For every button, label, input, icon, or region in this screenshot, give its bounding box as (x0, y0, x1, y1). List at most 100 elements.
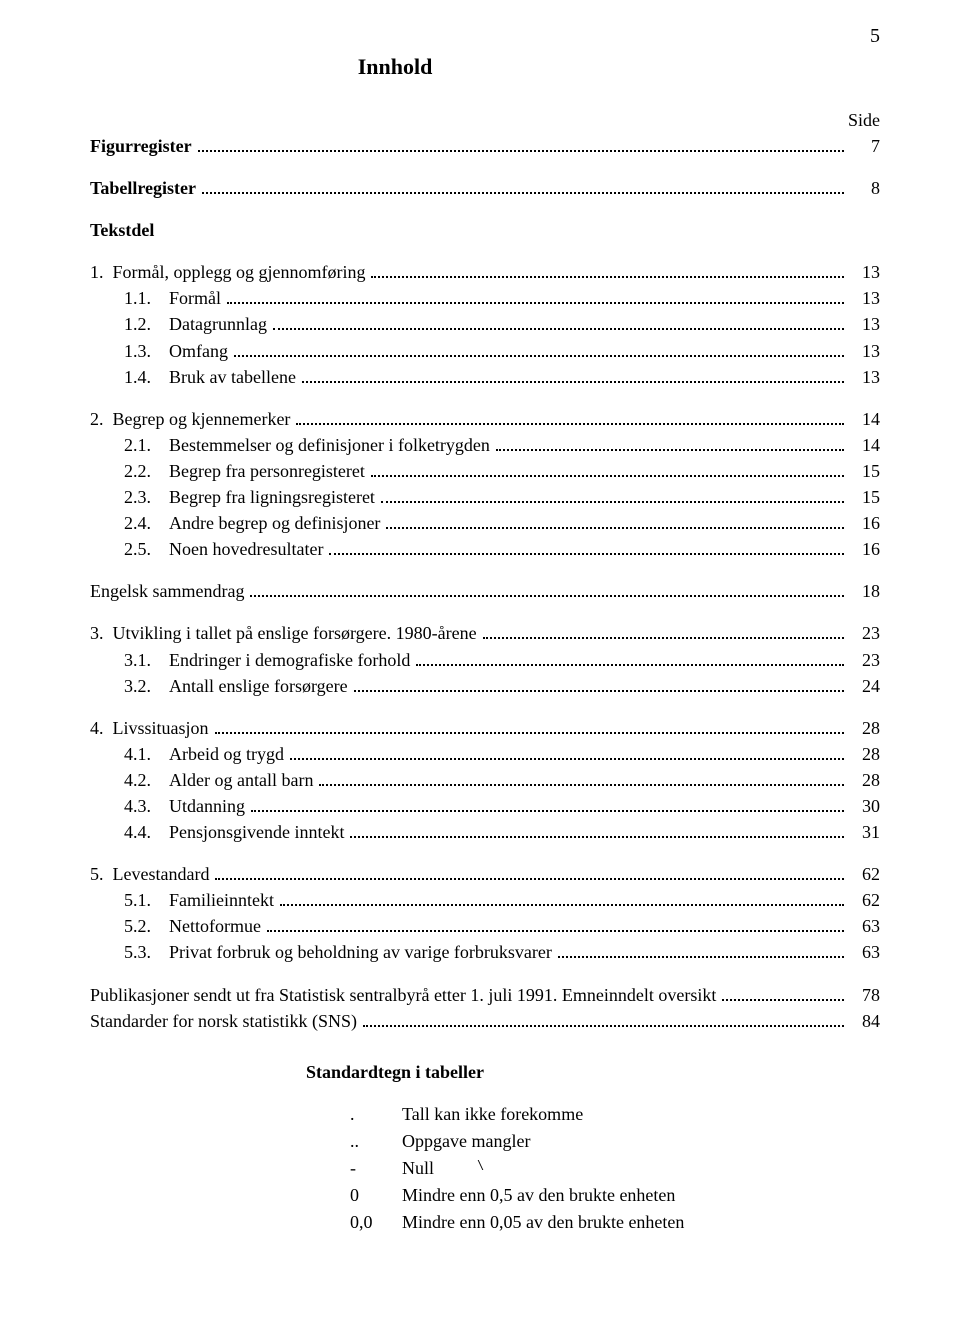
toc-row: 2. Begrep og kjennemerker14 (90, 406, 880, 432)
toc-dot-leader (496, 449, 844, 451)
toc-dot-leader (198, 150, 844, 152)
legend-symbol: 0,0 (350, 1209, 402, 1236)
toc-entry-number: 3. (90, 620, 113, 646)
toc-entry-number: 2.3. (90, 484, 169, 510)
toc-dot-leader (202, 192, 844, 194)
toc-gap (90, 201, 880, 217)
toc-dot-leader (386, 527, 844, 529)
toc-entry-number: 3.2. (90, 673, 169, 699)
legend-row: 0,0Mindre enn 0,05 av den brukte enheten (350, 1209, 880, 1236)
toc-row: 2.4. Andre begrep og definisjoner16 (90, 510, 880, 536)
toc-gap (90, 390, 880, 406)
toc-row: 2.5. Noen hovedresultater16 (90, 536, 880, 562)
toc-gap (90, 604, 880, 620)
toc-dot-leader (267, 930, 844, 932)
legend-symbol: 0 (350, 1182, 402, 1209)
toc-entry-page: 31 (850, 819, 880, 845)
toc-gap (90, 562, 880, 578)
toc-entry-label: Figurregister (90, 133, 192, 159)
toc-dot-leader (273, 328, 844, 330)
toc-dot-leader (722, 999, 844, 1001)
toc-entry-page: 63 (850, 913, 880, 939)
legend-description: Null (402, 1155, 880, 1182)
toc-row: 5. Levestandard62 (90, 861, 880, 887)
toc-entry-label: Privat forbruk og beholdning av varige f… (169, 939, 552, 965)
toc-gap (90, 159, 880, 175)
toc-row: 4.3. Utdanning30 (90, 793, 880, 819)
toc-gap (90, 845, 880, 861)
toc-dot-leader (483, 637, 844, 639)
toc-entry-number: 5. (90, 861, 113, 887)
legend-symbol: . (350, 1101, 402, 1128)
toc-entry-page: 15 (850, 484, 880, 510)
toc-entry-page: 8 (850, 175, 880, 201)
toc-entry-label: Begrep fra ligningsregisteret (169, 484, 375, 510)
legend-symbol: .. (350, 1128, 402, 1155)
toc-row: 4.2. Alder og antall barn28 (90, 767, 880, 793)
toc-entry-page: 62 (850, 887, 880, 913)
toc-row: 5.3. Privat forbruk og beholdning av var… (90, 939, 880, 965)
toc-entry-label: Formål (169, 285, 221, 311)
legend-title: Standardtegn i tabeller (90, 1062, 880, 1083)
toc-entry-page: 30 (850, 793, 880, 819)
toc-entry-label: Andre begrep og definisjoner (169, 510, 380, 536)
toc-entry-number: 4.3. (90, 793, 169, 819)
toc-row: Figurregister7 (90, 133, 880, 159)
legend-description: Oppgave mangler (402, 1128, 880, 1155)
toc-entry-number: 4. (90, 715, 113, 741)
toc-entry-page: 63 (850, 939, 880, 965)
toc-row: 5.1. Familieinntekt62 (90, 887, 880, 913)
toc-row: 4.4. Pensjonsgivende inntekt31 (90, 819, 880, 845)
toc-entry-number: 1.2. (90, 311, 169, 337)
toc-dot-leader (350, 836, 844, 838)
toc-entry-number: 1.3. (90, 338, 169, 364)
toc-entry-label: Engelsk sammendrag (90, 578, 244, 604)
page-number: 5 (90, 25, 880, 48)
toc-entry-number: 2.5. (90, 536, 169, 562)
toc-row: 2.3. Begrep fra ligningsregisteret 15 (90, 484, 880, 510)
toc-gap (90, 243, 880, 259)
toc-dot-leader (381, 501, 844, 503)
toc-entry-page: 16 (850, 536, 880, 562)
toc-entry-number: 3.1. (90, 647, 169, 673)
table-of-contents: Figurregister7Tabellregister8Tekstdel1. … (90, 133, 880, 1034)
toc-row: 1.2. Datagrunnlag13 (90, 311, 880, 337)
toc-entry-page: 23 (850, 620, 880, 646)
legend-description: Mindre enn 0,5 av den brukte enheten (402, 1182, 880, 1209)
toc-dot-leader (558, 956, 844, 958)
toc-entry-page: 62 (850, 861, 880, 887)
toc-dot-leader (302, 381, 844, 383)
toc-entry-number: 4.1. (90, 741, 169, 767)
toc-entry-page: 78 (850, 982, 880, 1008)
toc-entry-page: 28 (850, 715, 880, 741)
toc-dot-leader (416, 664, 844, 666)
toc-dot-leader (215, 878, 844, 880)
toc-entry-label: Datagrunnlag (169, 311, 267, 337)
toc-entry-label: Arbeid og trygd (169, 741, 284, 767)
toc-entry-page: 13 (850, 285, 880, 311)
toc-gap (90, 699, 880, 715)
toc-entry-page: 84 (850, 1008, 880, 1034)
legend-row: 0Mindre enn 0,5 av den brukte enheten (350, 1182, 880, 1209)
toc-row: 3.2. Antall enslige forsørgere24 (90, 673, 880, 699)
toc-entry-label: Livssituasjon (113, 715, 209, 741)
toc-entry-label: Endringer i demografiske forhold (169, 647, 410, 673)
toc-dot-leader (227, 302, 844, 304)
toc-dot-leader (354, 690, 844, 692)
toc-row: 5.2. Nettoformue63 (90, 913, 880, 939)
toc-entry-page: 18 (850, 578, 880, 604)
toc-entry-page: 23 (850, 647, 880, 673)
toc-entry-number: 4.4. (90, 819, 169, 845)
legend-description: Tall kan ikke forekomme (402, 1101, 880, 1128)
toc-row: 4. Livssituasjon 28 (90, 715, 880, 741)
toc-entry-number: 2. (90, 406, 113, 432)
toc-dot-leader (296, 423, 844, 425)
toc-row: Tabellregister8 (90, 175, 880, 201)
toc-entry-label: Begrep og kjennemerker (113, 406, 291, 432)
page-title: Innhold (90, 54, 880, 80)
toc-entry-label: Omfang (169, 338, 228, 364)
toc-row: Standarder for norsk statistikk (SNS)84 (90, 1008, 880, 1034)
toc-entry-label: Alder og antall barn (169, 767, 313, 793)
toc-row: 1.3. Omfang13 (90, 338, 880, 364)
toc-row: 3. Utvikling i tallet på enslige forsørg… (90, 620, 880, 646)
